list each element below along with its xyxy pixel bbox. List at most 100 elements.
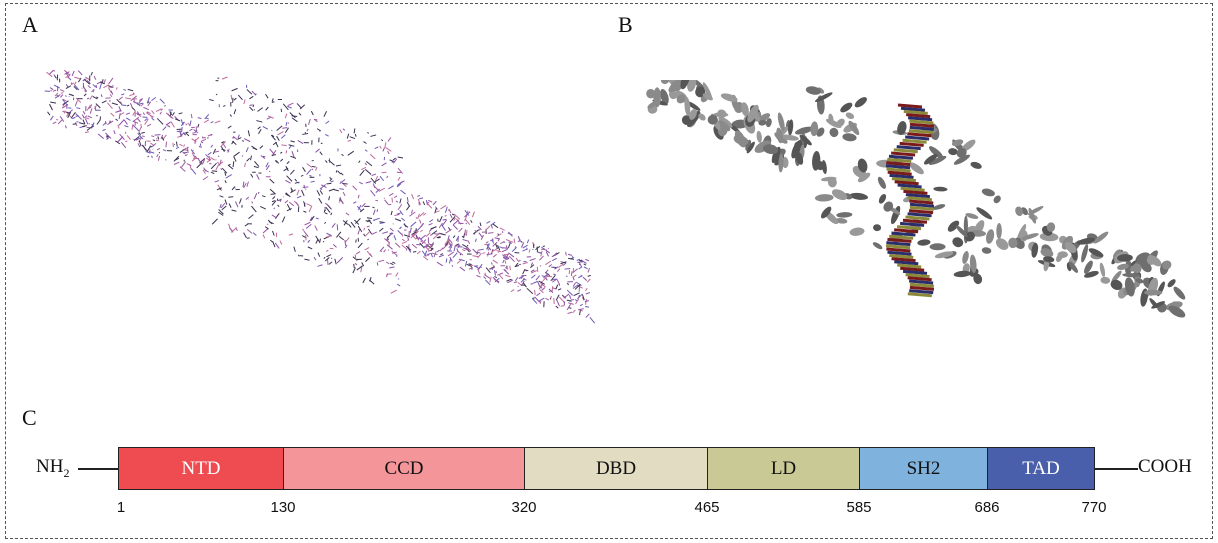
bond-stick (456, 258, 463, 264)
bond-stick (390, 210, 393, 216)
helix-segment (780, 134, 799, 141)
bond-stick (370, 134, 377, 137)
bond-stick (181, 161, 187, 168)
bond-stick (497, 244, 501, 251)
bond-stick (563, 293, 570, 299)
bond-stick (477, 263, 483, 271)
bond-stick (101, 79, 104, 84)
bond-stick (82, 125, 87, 127)
dna-base-pair (903, 109, 928, 115)
bond-stick (530, 269, 535, 273)
bond-stick (189, 120, 192, 127)
bond-stick (109, 120, 111, 123)
helix-segment (1028, 207, 1037, 224)
bond-stick (233, 156, 237, 162)
bond-stick (388, 185, 394, 190)
bond-stick (360, 266, 363, 273)
domain-label: NTD (181, 457, 221, 479)
bond-stick (468, 264, 474, 266)
bond-stick (285, 192, 291, 198)
bond-stick (392, 261, 396, 264)
bond-stick (464, 218, 471, 226)
bond-stick (496, 250, 502, 253)
bond-stick (112, 84, 114, 87)
bond-stick (230, 94, 233, 100)
bond-stick (191, 156, 198, 162)
bond-stick (397, 167, 403, 174)
bond-stick (284, 127, 289, 134)
bond-stick (412, 230, 419, 238)
bond-stick (250, 155, 252, 161)
bond-stick (288, 233, 294, 236)
bond-stick (169, 111, 173, 116)
bond-stick (536, 292, 541, 297)
bond-stick (397, 156, 404, 159)
bond-stick (120, 142, 127, 149)
bond-stick (226, 149, 230, 152)
bond-stick (254, 93, 257, 96)
bond-stick (249, 95, 254, 100)
helix-segment (947, 220, 960, 232)
helix-segment (965, 213, 979, 219)
bond-stick (417, 195, 421, 197)
bond-stick (493, 269, 497, 276)
bond-stick (212, 148, 217, 155)
bond-stick (290, 155, 297, 159)
bond-stick (363, 141, 367, 144)
bond-stick (342, 191, 346, 197)
bond-stick (205, 117, 209, 120)
bond-stick (386, 175, 389, 179)
bond-stick (216, 187, 223, 191)
bond-stick (504, 267, 509, 270)
bond-stick (379, 221, 384, 223)
bond-stick (260, 155, 266, 160)
bond-stick (165, 112, 173, 119)
bond-stick (115, 118, 119, 121)
bond-stick (287, 102, 294, 107)
bond-stick (452, 224, 458, 230)
bond-stick (368, 219, 373, 225)
bond-stick (297, 206, 300, 213)
helix-segment (814, 194, 834, 202)
bond-stick (556, 300, 560, 307)
bond-stick (390, 289, 397, 294)
bond-stick (566, 303, 571, 311)
bond-stick (281, 144, 287, 147)
bond-stick (372, 219, 376, 222)
dna-base-pair (894, 180, 919, 186)
bond-stick (108, 77, 114, 85)
helix-segment (741, 102, 749, 117)
dna-base-pair (891, 257, 916, 263)
bond-stick (85, 118, 89, 125)
bond-stick (77, 70, 83, 76)
bond-stick (220, 141, 226, 148)
bond-stick (311, 168, 314, 171)
bond-stick (464, 260, 468, 267)
helix-segment (717, 109, 727, 118)
bond-stick (173, 161, 180, 165)
bond-stick (554, 252, 558, 255)
bond-stick (451, 213, 455, 216)
helix-segment (815, 160, 825, 171)
bond-stick (295, 202, 299, 207)
position-label: 465 (694, 499, 720, 516)
helix-segment (814, 92, 833, 103)
helix-segment (734, 130, 746, 148)
bond-stick (526, 287, 534, 295)
bond-stick (336, 231, 342, 238)
bond-stick (279, 198, 282, 203)
bond-stick (153, 142, 157, 147)
helix-segment (842, 133, 857, 142)
bond-stick (406, 201, 411, 207)
bond-stick (256, 174, 260, 180)
bond-stick (401, 233, 404, 237)
bond-stick (86, 79, 91, 84)
bond-stick (184, 154, 188, 157)
bond-stick (288, 144, 295, 147)
helix-segment (788, 119, 794, 136)
bond-stick (304, 131, 307, 134)
helix-segment (1117, 263, 1129, 270)
bond-stick (67, 111, 72, 119)
bond-stick (431, 230, 438, 235)
helix-segment (1124, 277, 1135, 297)
